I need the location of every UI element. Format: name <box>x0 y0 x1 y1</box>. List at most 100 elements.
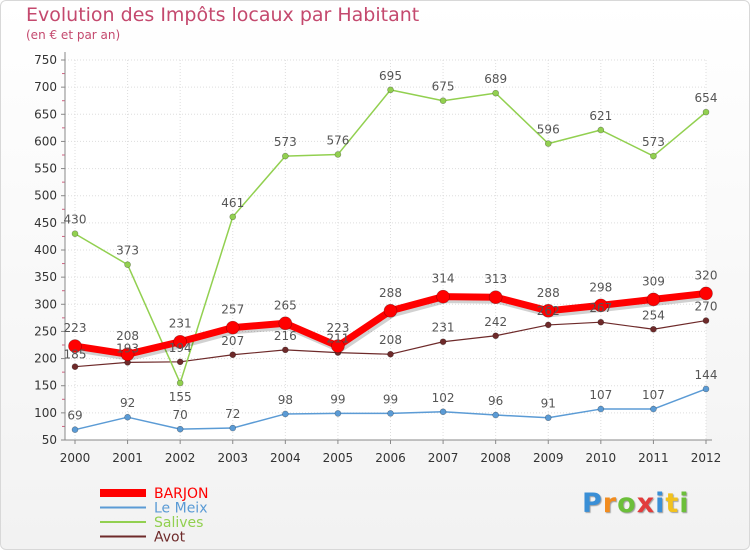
legend-label-barjon: BARJON <box>154 486 209 502</box>
data-label-avot: 216 <box>274 329 297 343</box>
data-label-le-meix: 70 <box>173 408 188 422</box>
x-tick-label: 2005 <box>323 451 354 465</box>
data-label-salives: 430 <box>64 213 87 227</box>
data-point <box>225 320 240 335</box>
data-point <box>594 298 608 313</box>
data-point <box>544 321 552 329</box>
data-point <box>439 338 447 346</box>
data-point <box>702 317 710 324</box>
data-label-le-meix: 107 <box>589 388 612 402</box>
data-point <box>436 289 450 304</box>
x-tick-label: 2003 <box>217 451 248 465</box>
data-point <box>68 339 82 353</box>
data-point <box>702 385 710 393</box>
data-point <box>646 292 661 307</box>
data-point <box>383 303 398 318</box>
y-tick-label: 350 <box>34 270 57 284</box>
data-point <box>492 411 499 419</box>
data-label-le-meix: 96 <box>488 394 503 408</box>
data-label-le-meix: 69 <box>67 409 82 423</box>
data-label-le-meix: 99 <box>383 392 398 406</box>
data-label-avot: 242 <box>484 315 507 329</box>
data-label-avot: 211 <box>326 332 349 346</box>
series-le-meix <box>71 385 710 433</box>
data-label-le-meix: 102 <box>432 391 455 405</box>
data-point <box>229 213 237 221</box>
data-label-barjon: 309 <box>642 274 665 288</box>
data-point <box>176 425 184 433</box>
data-label-barjon: 231 <box>169 317 192 331</box>
data-point <box>544 140 552 147</box>
logo-letter: i <box>655 488 666 519</box>
data-label-barjon: 314 <box>432 272 455 286</box>
data-label-avot: 231 <box>432 321 455 335</box>
data-label-salives: 654 <box>695 91 718 105</box>
data-label-salives: 621 <box>589 109 612 123</box>
data-point <box>702 108 710 116</box>
data-label-barjon: 257 <box>221 303 244 317</box>
data-label-salives: 689 <box>484 72 507 86</box>
y-tick-label: 250 <box>34 324 57 338</box>
series-layer <box>68 86 713 433</box>
y-tick-label: 200 <box>34 352 57 366</box>
data-label-salives: 573 <box>274 135 297 149</box>
data-point <box>71 363 79 371</box>
x-tick-label: 2001 <box>112 451 143 465</box>
x-tick-label: 2002 <box>165 451 196 465</box>
x-tick-label: 2011 <box>638 451 669 465</box>
y-tick-label: 150 <box>34 379 57 393</box>
data-point <box>124 261 131 268</box>
data-label-barjon: 223 <box>64 321 87 335</box>
data-label-le-meix: 99 <box>330 392 345 406</box>
y-tick-label: 500 <box>34 189 57 203</box>
x-tick-label: 2007 <box>428 451 459 465</box>
data-point <box>699 286 713 301</box>
data-label-avot: 194 <box>169 341 192 355</box>
data-point <box>387 350 394 358</box>
series-salives <box>71 86 710 387</box>
data-point <box>650 152 657 160</box>
data-point <box>176 358 184 366</box>
data-point <box>541 303 556 318</box>
label-layer: 185 193 194 207 216 211 208 231 242 262 267 254 270 6… <box>64 69 718 423</box>
data-point <box>439 408 447 416</box>
data-point <box>282 346 289 354</box>
logo-letter: r <box>602 488 618 519</box>
data-point <box>544 414 552 422</box>
data-label-salives: 461 <box>221 196 244 210</box>
data-label-salives: 695 <box>379 69 402 83</box>
x-tick-label: 2000 <box>60 451 91 465</box>
logo-letter: o <box>617 488 637 519</box>
y-tick-label: 550 <box>34 162 57 176</box>
x-tick-label: 2010 <box>586 451 617 465</box>
data-point <box>176 379 184 387</box>
data-point <box>71 230 79 238</box>
y-tick-label: 300 <box>34 297 57 311</box>
data-point <box>439 97 447 105</box>
data-label-barjon: 298 <box>589 280 612 294</box>
y-tick-label: 650 <box>34 107 57 121</box>
data-point <box>173 334 187 349</box>
data-point <box>492 332 499 340</box>
data-point <box>597 126 605 134</box>
y-tick-label: 400 <box>34 243 57 257</box>
data-point <box>650 405 657 413</box>
data-label-le-meix: 98 <box>278 393 293 407</box>
data-label-barjon: 208 <box>116 329 139 343</box>
data-point <box>334 410 342 417</box>
data-point <box>331 339 345 353</box>
data-point <box>282 410 289 418</box>
data-label-salives: 576 <box>326 133 349 147</box>
data-label-avot: 207 <box>221 334 244 348</box>
data-point <box>278 316 293 331</box>
data-point <box>71 426 79 433</box>
data-point <box>282 152 289 160</box>
data-label-salives: 675 <box>432 80 455 94</box>
data-point <box>597 405 605 413</box>
logo-letter: P <box>582 488 603 519</box>
data-label-salives: 573 <box>642 135 665 149</box>
data-point <box>229 424 237 432</box>
data-label-barjon: 313 <box>484 272 507 286</box>
data-label-salives: 373 <box>116 244 139 258</box>
